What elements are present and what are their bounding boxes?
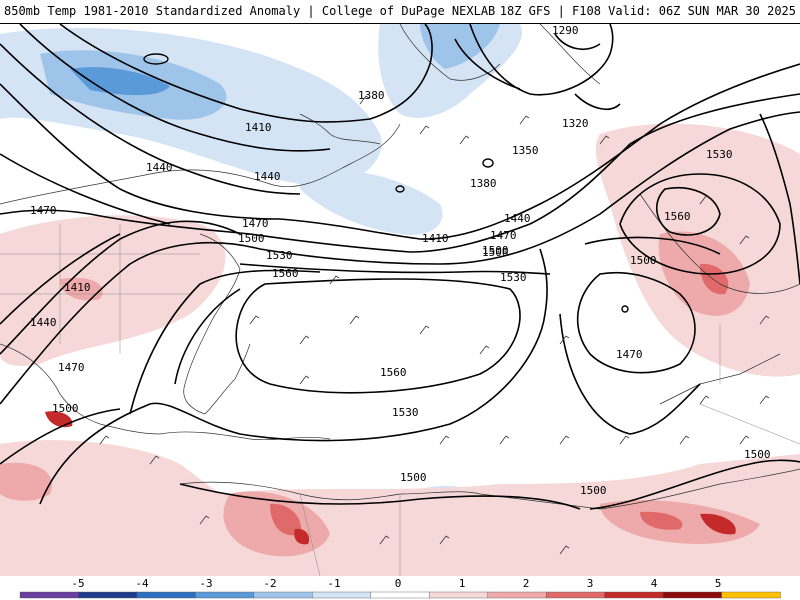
color-scale-ticks: -5 -4 -3 -2 -1 0 1 2 3 4 5 [71,577,721,590]
contour-label: 1500 [238,232,265,245]
map-header: 850mb Temp 1981-2010 Standardized Anomal… [0,0,800,24]
contour-label: 1530 [706,148,733,161]
color-scale-tick-label: -3 [199,577,212,590]
contour-label: 1530 [266,249,293,262]
color-scale-bar: -5 -4 -3 -2 -1 0 1 2 3 4 5 [0,576,800,600]
contour-label: 1500 [580,484,607,497]
color-scale-segment [78,591,138,599]
wind-barbs [99,95,770,555]
color-scale-tick-label: 4 [651,577,658,590]
small-contours [143,53,629,313]
contour-label: 1560 [272,267,299,280]
contour-label: 1470 [58,361,85,374]
contour-label: 1470 [30,204,57,217]
color-scale-segment [312,591,372,599]
model-run-info: 18Z GFS | F108 Valid: 06Z SUN MAR 30 202… [499,4,796,18]
contour-label: 1500 [630,254,657,267]
color-scale-tick-label: 0 [395,577,402,590]
contour-label: 1500 [744,448,771,461]
contour-label: 1410 [245,121,272,134]
color-scale-segment [487,591,547,599]
contour-label: 1500 [400,471,427,484]
contour-label: 1470 [616,348,643,361]
contour-label: 1410 [64,281,91,294]
color-scale-segment [721,591,781,599]
contour-labels: 1290 1380 1320 1350 1410 1440 1380 1440 … [30,24,771,497]
contour-label: 1530 [500,271,527,284]
color-scale-tick-label: 5 [715,577,722,590]
color-scale-segment [662,591,723,599]
color-scale-tick-label: 3 [587,577,594,590]
contour-label: 1500 [52,402,79,415]
map-title: 850mb Temp 1981-2010 Standardized Anomal… [4,4,496,18]
contour-label: 1470 [490,229,517,242]
contour-label: 1530 [392,406,419,419]
color-scale-tick-label: 1 [459,577,466,590]
height-contours [0,24,800,510]
color-scale-tick-label: 2 [523,577,530,590]
color-scale-segment [370,591,430,599]
color-scale-segment [429,591,489,599]
color-scale-tick-label: -2 [263,577,276,590]
contour-label: 1290 [552,24,579,37]
contour-label: 1440 [30,316,57,329]
contour-label: 1500 [482,246,509,259]
contour-label: 1350 [512,144,539,157]
contour-label: 1560 [380,366,407,379]
contour-label: 1440 [504,212,531,225]
contour-label: 1440 [254,170,281,183]
color-scale-segment [136,591,197,599]
color-scale-tick-label: -1 [327,577,340,590]
contour-label: 1500 [482,244,509,257]
color-scale-segment [545,591,606,599]
color-scale-segment [604,591,664,599]
contour-label: 1320 [562,117,589,130]
contour-label: 1560 [664,210,691,223]
contour-label: 1470 [242,217,269,230]
color-scale-segment [19,591,80,599]
contour-label: 1380 [358,89,385,102]
color-scale-segment [253,591,314,599]
contour-label: 1380 [470,177,497,190]
weather-map: 1290 1380 1320 1350 1410 1440 1380 1440 … [0,24,800,576]
contour-label: 1440 [146,161,173,174]
color-scale-segments [19,591,781,599]
color-scale-tick-label: -5 [71,577,84,590]
color-scale-tick-label: -4 [135,577,149,590]
contour-label: 1410 [422,232,449,245]
color-scale-segment [195,591,255,599]
